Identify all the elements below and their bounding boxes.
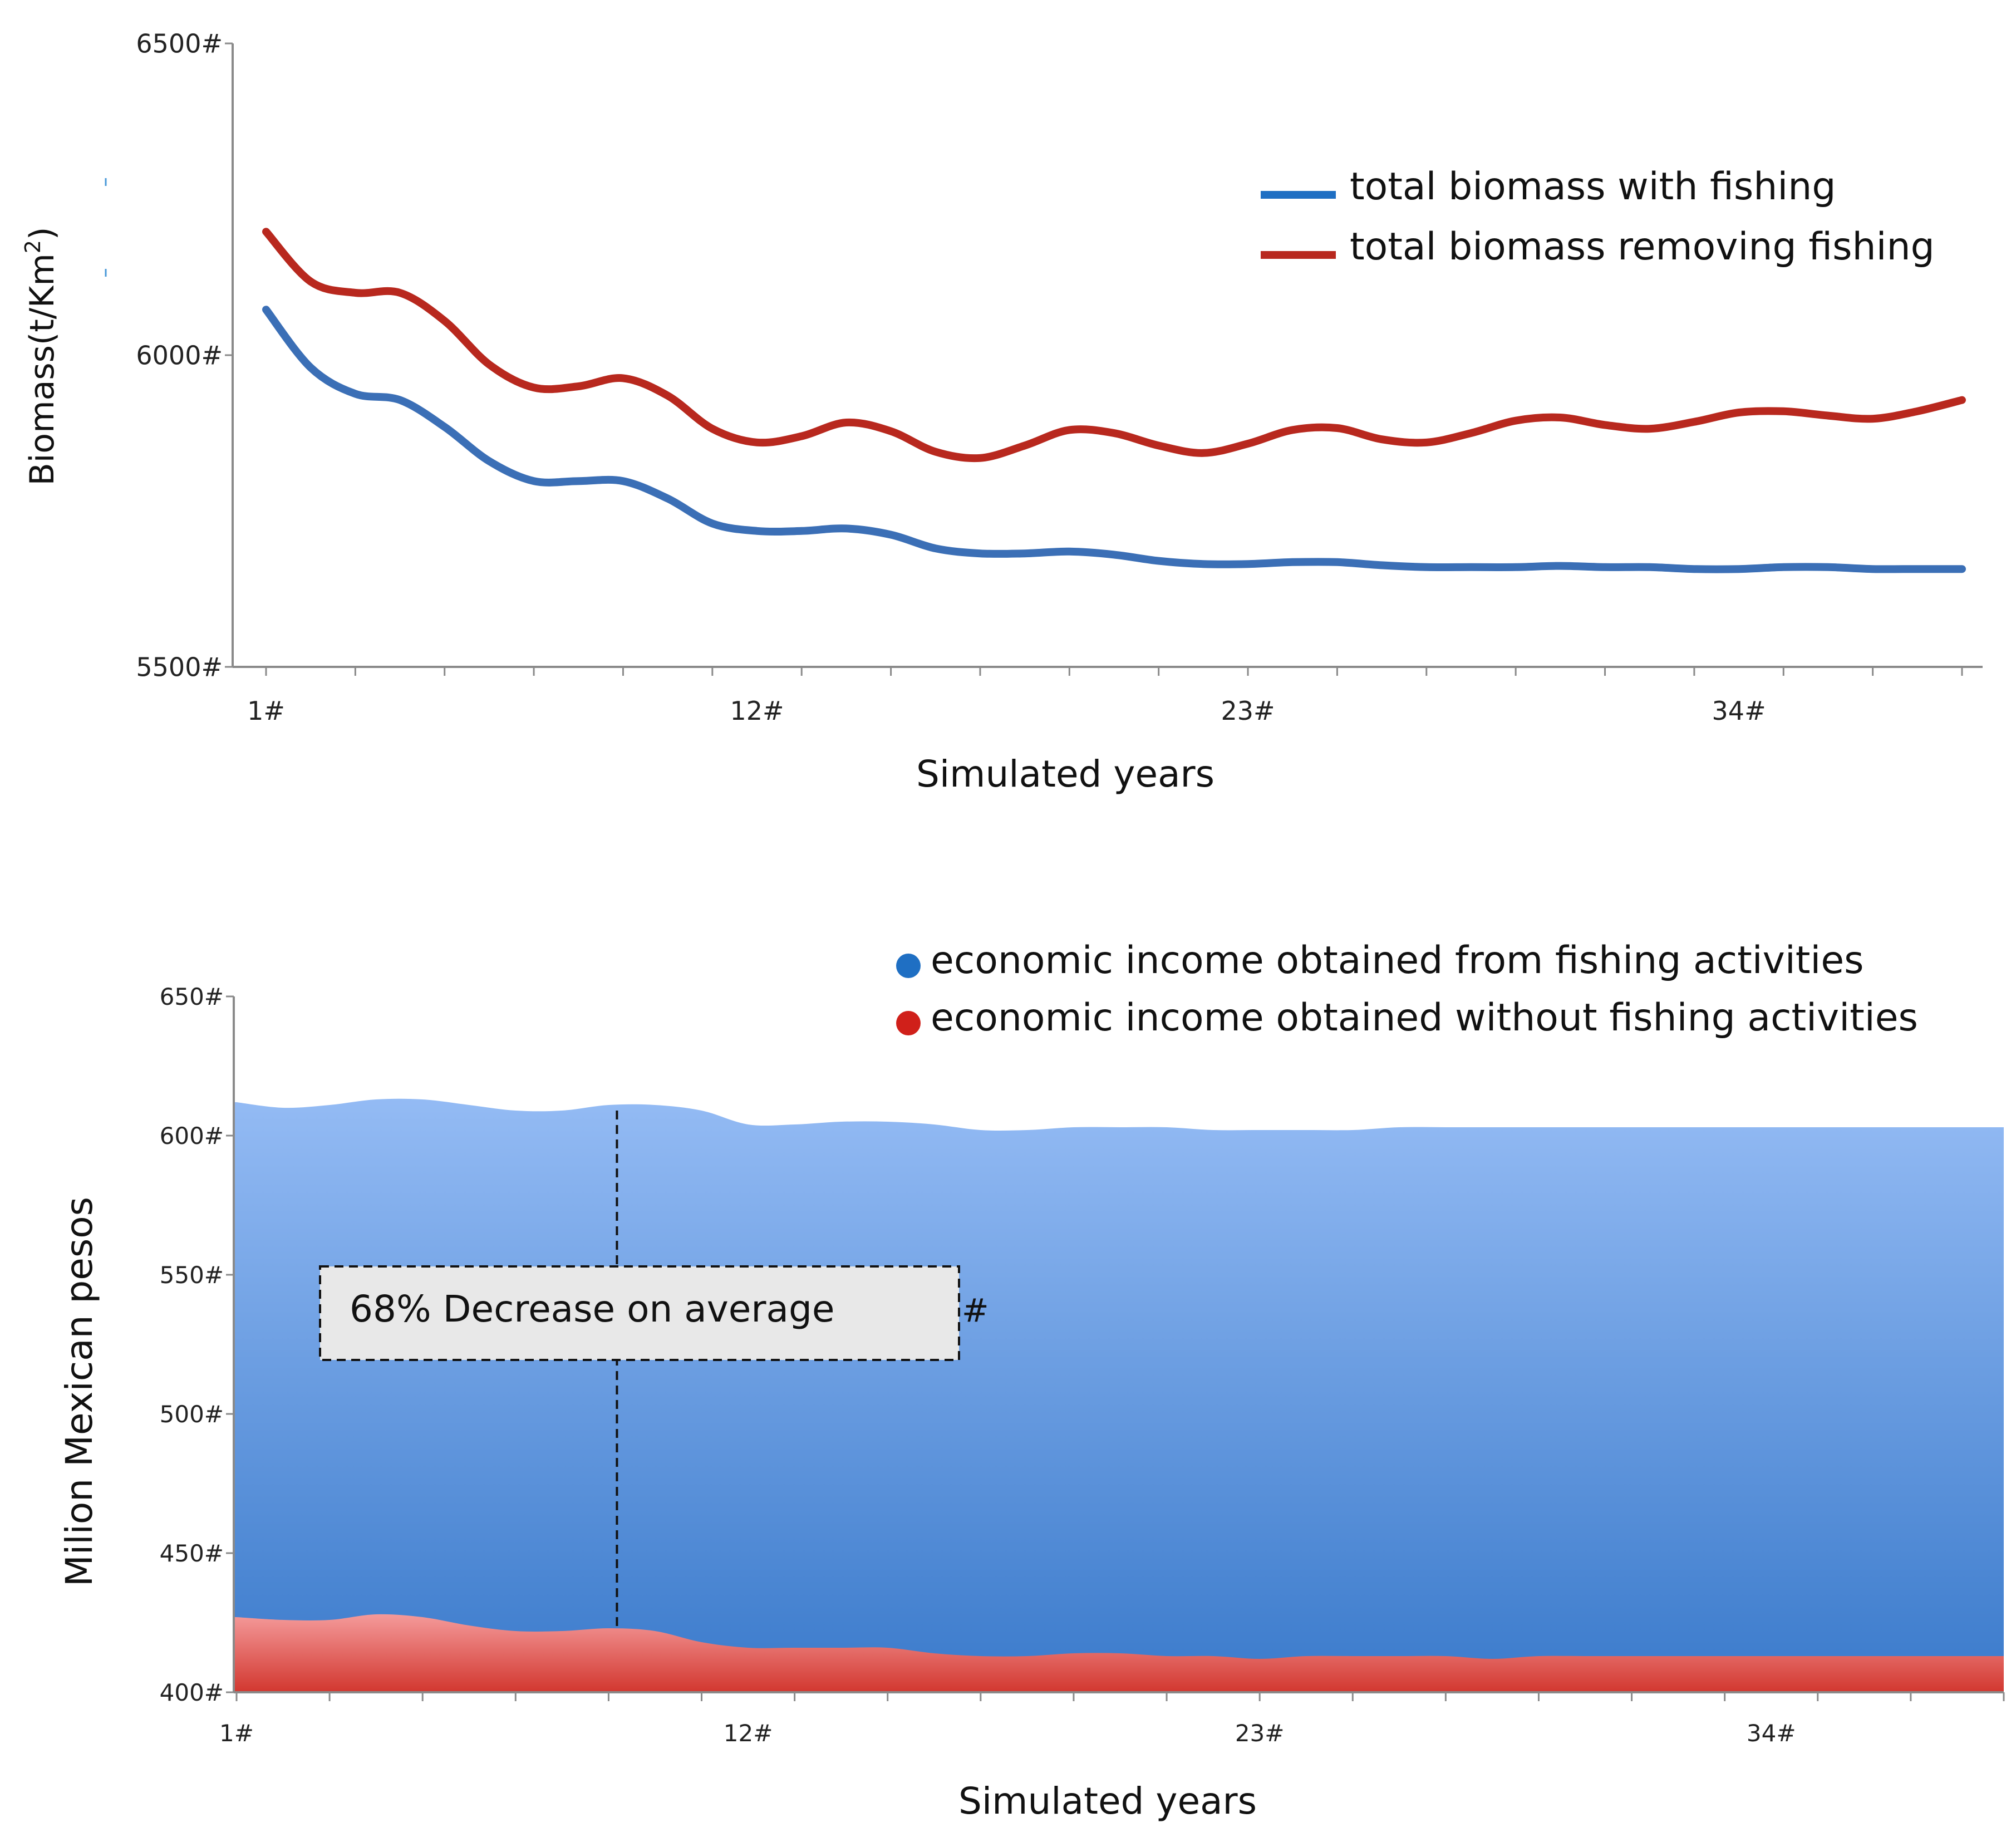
- biomass-legend: total biomass with fishing total biomass…: [1261, 165, 1935, 269]
- legend-marker-nofishing-income: [896, 1011, 921, 1035]
- x-tick-label: 1#: [219, 1720, 254, 1747]
- x-tick-label: 12#: [730, 696, 784, 726]
- y-tick-label: 550#: [160, 1261, 224, 1289]
- x-tick-label: 34#: [1712, 696, 1766, 726]
- y-tick-label: 600#: [160, 1122, 224, 1150]
- y-tick-label: 6500#: [136, 29, 223, 59]
- biomass-chart-series: [262, 228, 1966, 573]
- annotation-callout: 68% Decrease on average #: [319, 1111, 989, 1631]
- biomass-y-axis-title: Biomass(t/Km2): [21, 227, 62, 486]
- legend-label-removing-fishing: total biomass removing fishing: [1350, 225, 1935, 269]
- x-tick-label: 34#: [1747, 1720, 1796, 1747]
- area-nofishing-income: [234, 1614, 2004, 1692]
- legend-label-fishing-income: economic income obtained from fishing ac…: [931, 939, 1864, 983]
- biomass-chart: 5500# 6000# 6500# 1# 12# 23# 34# Simulated yea…: [21, 29, 1983, 795]
- y-tick-label: 5500#: [136, 652, 223, 682]
- annotation-text: 68% Decrease on average: [350, 1288, 834, 1330]
- x-tick-label: 23#: [1221, 696, 1275, 726]
- biomass-chart-axes: 5500# 6000# 6500# 1# 12# 23# 34#: [105, 29, 1983, 726]
- income-chart-axes: 400# 450# 500# 550# 600# 650# 1# 12# 23# 34#: [160, 983, 2005, 1747]
- series-line-removing-fishing: [262, 228, 1966, 463]
- income-chart: 400# 450# 500# 550# 600# 650# 1# 12# 23# 34# 68% …: [58, 939, 2005, 1823]
- y-tick-label: 450#: [160, 1540, 224, 1567]
- legend-label-with-fishing: total biomass with fishing: [1350, 165, 1836, 209]
- biomass-x-axis-title: Simulated years: [916, 753, 1214, 795]
- y-tick-label: 400#: [160, 1679, 224, 1706]
- annotation-box: [319, 1265, 960, 1361]
- y-tick-label: 650#: [160, 983, 224, 1010]
- income-chart-series: [234, 1098, 2004, 1692]
- series-line-with-fishing: [262, 306, 1966, 573]
- legend-label-nofishing-income: economic income obtained without fishing…: [931, 996, 1918, 1040]
- y-tick-label: 500#: [160, 1401, 224, 1428]
- legend-marker-fishing-income: [896, 954, 921, 978]
- income-x-axis-title: Simulated years: [958, 1780, 1257, 1823]
- income-legend: economic income obtained from fishing ac…: [896, 939, 1918, 1040]
- x-tick-label: 1#: [247, 696, 285, 726]
- area-fishing-income: [234, 1098, 2004, 1692]
- y-tick-label: 6000#: [136, 341, 223, 371]
- annotation-suffix: #: [962, 1291, 989, 1329]
- x-tick-label: 23#: [1235, 1720, 1285, 1747]
- x-tick-label: 12#: [724, 1720, 773, 1747]
- income-y-axis-title: Milion Mexican pesos: [58, 1197, 101, 1587]
